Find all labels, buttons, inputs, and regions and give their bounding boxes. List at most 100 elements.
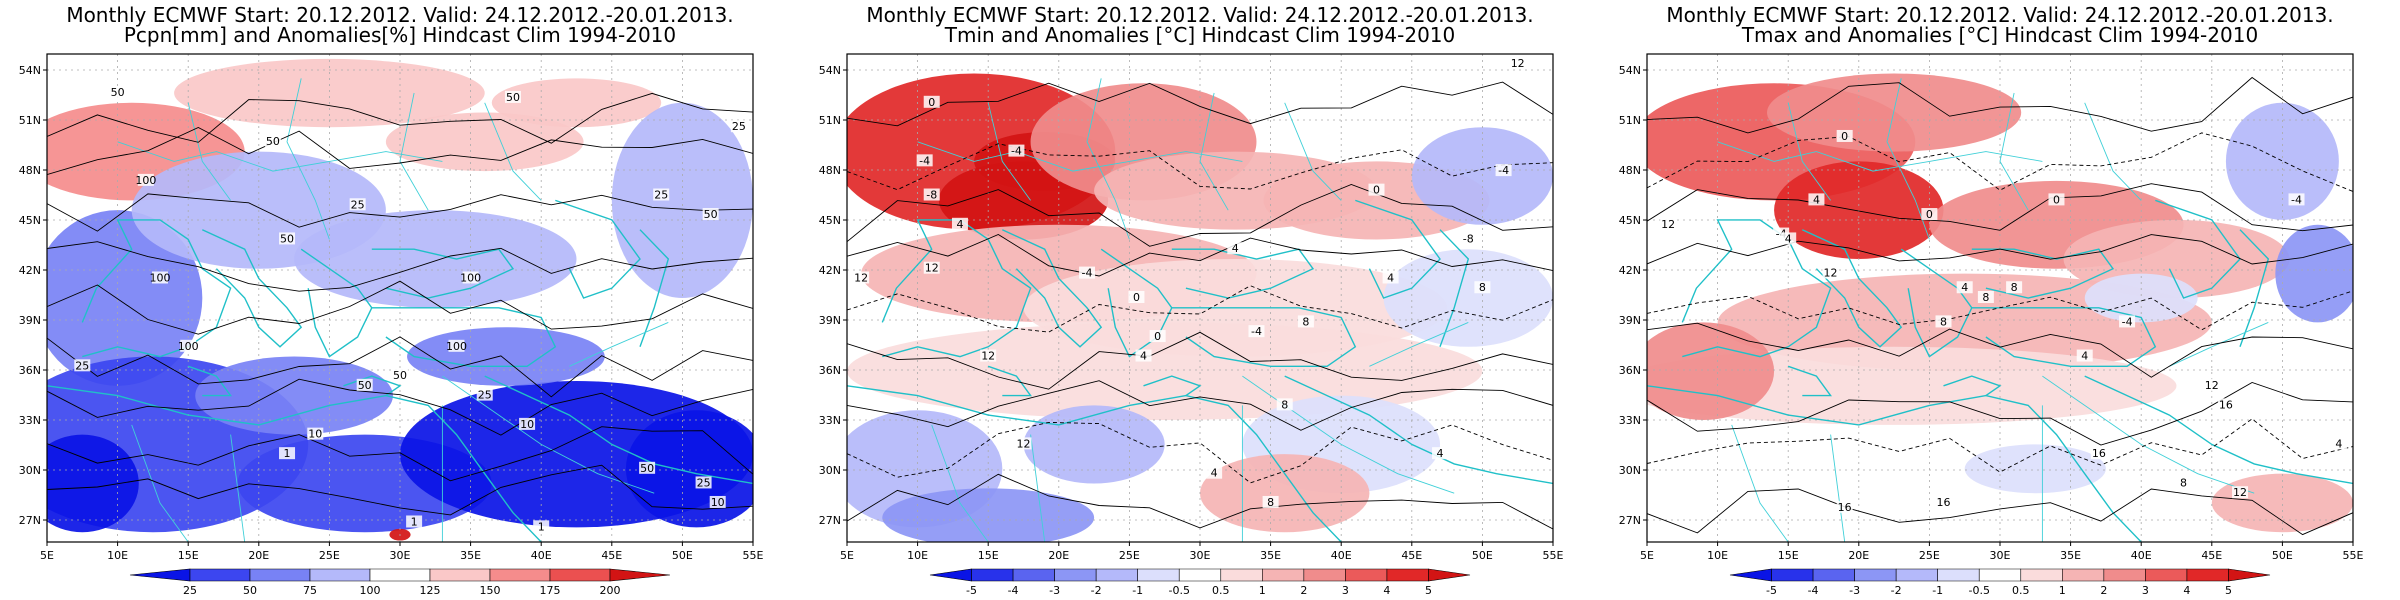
colorbar-label: 175	[540, 584, 561, 597]
colorbar-label: 2	[2100, 584, 2107, 597]
contour-label-bg	[1780, 232, 1797, 245]
contour-label-bg	[1836, 129, 1853, 142]
colorbar-segment	[1854, 568, 1897, 582]
country-border	[399, 92, 429, 211]
coastline	[1900, 248, 1973, 358]
contour-label: -4	[2291, 193, 2302, 206]
contour-label-bg	[1015, 437, 1032, 450]
coastline	[1802, 229, 1903, 348]
colorbar-segment	[189, 568, 251, 582]
colorbar-label: -0.5	[1968, 584, 1989, 597]
lat-label: 30N	[819, 464, 841, 477]
lat-label: 54N	[19, 64, 41, 77]
colorbar-label: 150	[480, 584, 501, 597]
lon-label: 20E	[1048, 549, 1069, 562]
colorbar-segment	[2145, 568, 2188, 582]
contour-label-bg	[702, 208, 719, 221]
colorbar-segment	[1729, 568, 1772, 582]
coastline	[187, 365, 232, 397]
anomaly-region	[2225, 102, 2339, 220]
colorbar-label: 3	[2142, 584, 2149, 597]
colorbar-segment	[1812, 568, 1855, 582]
contour-line	[47, 336, 753, 398]
contour-label-bg	[1808, 193, 1825, 206]
colorbar-segment	[429, 568, 491, 582]
panel-title-line2: Tmax and Anomalies [°C] Hindcast Clim 19…	[1741, 23, 2259, 47]
country-border	[230, 434, 246, 542]
contour-label: -4	[1498, 164, 1509, 177]
colorbar-segment	[1220, 568, 1263, 582]
colorbar-label: -4	[1008, 584, 1019, 597]
panel-tmax: Monthly ECMWF Start: 20.12.2012. Valid: …	[1600, 0, 2400, 600]
lon-label: 30E	[1990, 549, 2011, 562]
lon-label: 25E	[319, 549, 340, 562]
colorbar-label: 3	[1342, 584, 1349, 597]
colorbar-segment	[1345, 568, 1388, 582]
contour-line	[847, 473, 1553, 530]
contour-line	[847, 184, 1553, 247]
contour-label: -4	[1082, 267, 1093, 280]
contour-label: 4	[2081, 350, 2088, 363]
colorbar-segment	[2020, 568, 2063, 582]
coastline	[81, 219, 232, 358]
colorbar-segment	[2186, 568, 2229, 582]
contour-label-bg	[392, 369, 408, 382]
lon-label: 10E	[907, 549, 928, 562]
contour-label: 25	[697, 476, 711, 489]
lat-label: 51N	[819, 114, 841, 127]
contour-label: 1	[538, 520, 545, 533]
colorbar-label: 1	[1259, 584, 1266, 597]
contour-line	[1647, 322, 2353, 378]
coastline	[1171, 307, 1357, 367]
contour-label: 100	[460, 271, 481, 284]
country-border	[1199, 92, 1229, 211]
contour-label-bg	[349, 198, 366, 211]
contour-label: 12	[1017, 437, 1031, 450]
colorbar-segment	[549, 568, 611, 582]
colorbar-label: -3	[1849, 584, 1860, 597]
colorbar-segment	[369, 568, 431, 582]
country-border	[2042, 375, 2255, 494]
colorbar-segment	[1428, 568, 1471, 582]
contour-label: 8	[2180, 476, 2187, 489]
contour-line	[847, 380, 1553, 431]
anomaly-region	[882, 488, 1095, 542]
tmax-map: 04-4124801248-4412161612841616-48054N51N…	[1619, 53, 2364, 597]
coastline	[1943, 375, 2002, 397]
coastline	[1787, 365, 1832, 397]
contour-line	[1647, 382, 2353, 446]
lat-label: 51N	[1619, 114, 1641, 127]
contour-label-bg	[2076, 349, 2093, 362]
anomaly-region	[1200, 454, 1370, 533]
contour-label: 12	[2205, 379, 2219, 392]
colorbar-label: 5	[1425, 584, 1432, 597]
colorbar-segment	[971, 568, 1014, 582]
contour-label: 12	[925, 262, 939, 275]
contour-label: 1	[411, 515, 418, 528]
country-border	[569, 321, 669, 367]
contour-label: 16	[1838, 501, 1852, 514]
lon-label: 5E	[40, 549, 54, 562]
contour-label-bg	[730, 120, 747, 133]
anomaly-region	[1023, 405, 1165, 484]
contour-label-bg	[639, 461, 656, 474]
lon-label: 40E	[2131, 549, 2152, 562]
colorbar-segment	[1303, 568, 1346, 582]
contour-label: -8	[926, 189, 937, 202]
colorbar-label: 200	[600, 584, 621, 597]
contour-label-bg	[264, 134, 281, 147]
panel-title-line2: Tmin and Anomalies [°C] Hindcast Clim 19…	[944, 23, 1456, 47]
anomaly-region	[1647, 346, 2177, 425]
coastline	[555, 199, 641, 299]
country-border	[1369, 321, 1469, 367]
colorbar-label: 4	[2183, 584, 2190, 597]
coastline	[371, 307, 557, 367]
colorbar-label: -2	[1091, 584, 1102, 597]
colorbar-segment	[489, 568, 551, 582]
colorbar-label: -0.5	[1168, 584, 1189, 597]
contour-label: 8	[1479, 281, 1486, 294]
contour-label-bg	[1977, 291, 1994, 303]
anomaly-region	[47, 434, 139, 533]
contour-label-bg	[519, 417, 536, 430]
country-border	[187, 102, 231, 201]
